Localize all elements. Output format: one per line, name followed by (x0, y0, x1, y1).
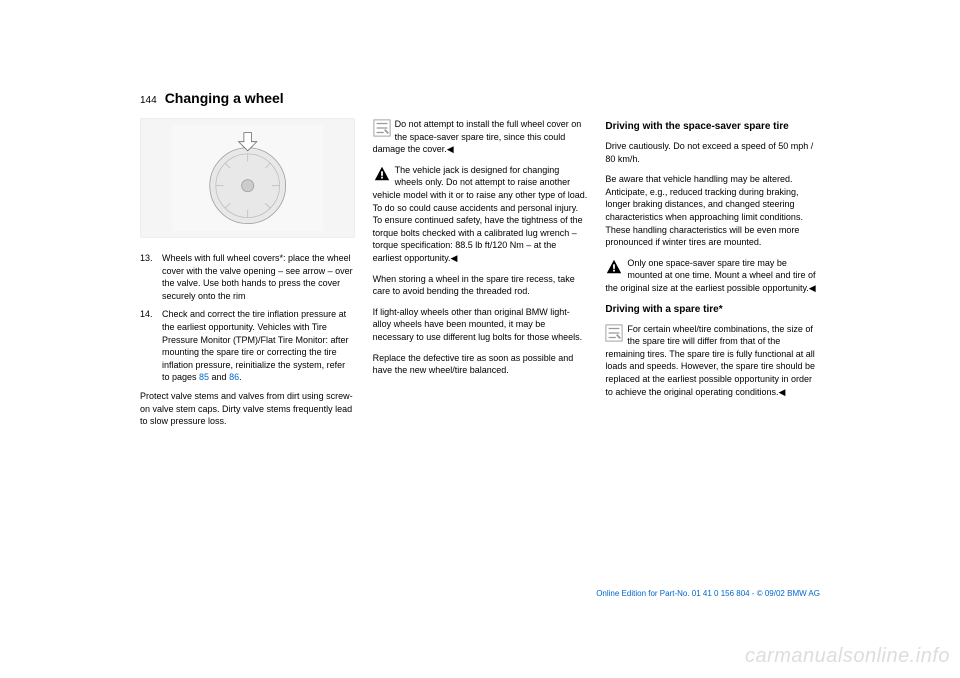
info-icon (605, 324, 623, 342)
text-fragment: . (239, 372, 242, 382)
page-header: 144 Changing a wheel (140, 90, 820, 106)
page-container: 144 Changing a wheel (0, 0, 960, 466)
column-2: Do not attempt to install the full wheel… (373, 118, 588, 436)
list-text: Wheels with full wheel covers*: place th… (162, 252, 355, 302)
warning-text: The vehicle jack is designed for changin… (373, 165, 588, 263)
info-icon (373, 119, 391, 137)
text-fragment: and (209, 372, 229, 382)
list-item-14: 14. Check and correct the tire inflation… (140, 308, 355, 384)
page-link-85[interactable]: 85 (199, 372, 209, 382)
warning-note: Only one space-saver spare tire may be m… (605, 257, 820, 295)
paragraph: If light-alloy wheels other than origina… (373, 306, 588, 344)
page-number: 144 (140, 95, 157, 106)
paragraph: Drive cautiously. Do not exceed a speed … (605, 140, 820, 165)
column-3: Driving with the space-saver spare tire … (605, 118, 820, 436)
paragraph: Replace the defective tire as soon as po… (373, 352, 588, 377)
paragraph: When storing a wheel in the spare tire r… (373, 273, 588, 298)
text-fragment: Check and correct the tire inflation pre… (162, 309, 349, 382)
warning-icon (373, 165, 391, 183)
warning-icon (605, 258, 623, 276)
column-1: 13. Wheels with full wheel covers*: plac… (140, 118, 355, 436)
content-columns: 13. Wheels with full wheel covers*: plac… (140, 118, 820, 436)
paragraph: Be aware that vehicle handling may be al… (605, 173, 820, 249)
wheel-cover-figure (140, 118, 355, 238)
paragraph: Protect valve stems and valves from dirt… (140, 390, 355, 428)
page-link-86[interactable]: 86 (229, 372, 239, 382)
list-item-13: 13. Wheels with full wheel covers*: plac… (140, 252, 355, 302)
list-number: 13. (140, 252, 162, 302)
subheading: Driving with a spare tire* (605, 303, 820, 317)
info-note: For certain wheel/tire combinations, the… (605, 323, 820, 399)
subheading: Driving with the space-saver spare tire (605, 120, 820, 134)
note-text: For certain wheel/tire combinations, the… (605, 324, 815, 397)
note-text: Do not attempt to install the full wheel… (373, 119, 582, 154)
warning-text: Only one space-saver spare tire may be m… (605, 258, 815, 293)
page-title: Changing a wheel (165, 90, 284, 106)
list-number: 14. (140, 308, 162, 384)
footer-text: Online Edition for Part-No. 01 41 0 156 … (596, 589, 820, 598)
list-text: Check and correct the tire inflation pre… (162, 308, 355, 384)
info-note: Do not attempt to install the full wheel… (373, 118, 588, 156)
warning-note: The vehicle jack is designed for changin… (373, 164, 588, 265)
watermark: carmanualsonline.info (745, 645, 950, 668)
